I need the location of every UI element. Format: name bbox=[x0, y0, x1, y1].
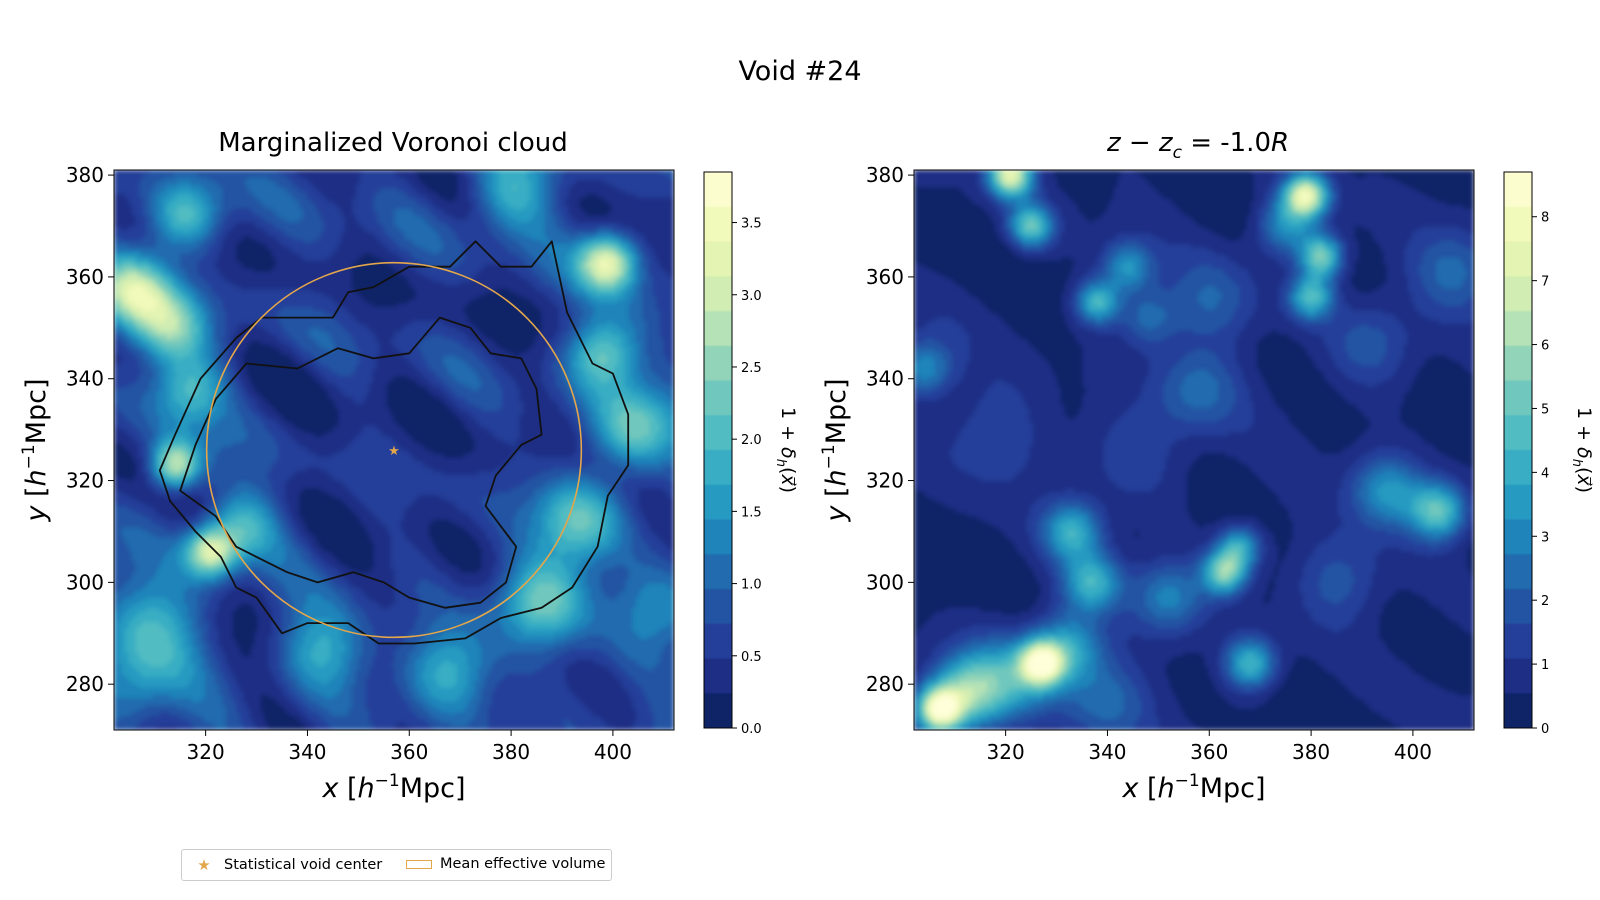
colorbar-tick-label: 2.0 bbox=[741, 433, 762, 448]
panel-title: z − zc = -1.0R bbox=[1106, 128, 1289, 163]
colorbar-tick-label: 0 bbox=[1541, 722, 1549, 737]
y-tick-label: 300 bbox=[66, 570, 104, 594]
colorbar-tick-label: 4 bbox=[1541, 466, 1549, 481]
colorbar-tick-label: 1.0 bbox=[741, 578, 762, 593]
y-axis-ticks: 280 300 320 340 360 380 bbox=[66, 163, 114, 696]
x-tick-label: 320 bbox=[187, 740, 225, 764]
colorbar-tick-label: 6 bbox=[1541, 339, 1549, 354]
y-axis-label: y [h−1Mpc] bbox=[819, 378, 852, 522]
rectangle-icon bbox=[406, 859, 432, 869]
colorbar-tick-label: 0.5 bbox=[741, 650, 762, 665]
x-tick-label: 360 bbox=[1190, 740, 1228, 764]
void-contour bbox=[158, 240, 630, 645]
colorbar-tick-label: 1 bbox=[1541, 658, 1549, 673]
y-tick-label: 320 bbox=[66, 469, 104, 493]
legend-label: Statistical void center bbox=[224, 857, 383, 873]
x-tick-label: 360 bbox=[390, 740, 428, 764]
star-icon: ★ bbox=[197, 856, 211, 874]
x-tick-label: 380 bbox=[492, 740, 530, 764]
y-tick-label: 280 bbox=[866, 672, 904, 696]
y-tick-label: 380 bbox=[866, 163, 904, 187]
density-heatmap bbox=[914, 170, 1474, 730]
legend: ★ Statistical void center Mean effective… bbox=[181, 849, 612, 881]
panel-title: Marginalized Voronoi cloud bbox=[218, 128, 568, 158]
y-tick-label: 320 bbox=[866, 469, 904, 493]
plot-frame bbox=[113, 169, 675, 731]
colorbar-tick-label: 0.0 bbox=[741, 722, 762, 737]
x-tick-label: 400 bbox=[1394, 740, 1432, 764]
figure-title: Void #24 bbox=[738, 56, 862, 87]
x-axis-label: x [h−1Mpc] bbox=[321, 771, 465, 804]
colorbar-frame bbox=[1503, 171, 1533, 729]
y-axis-ticks: 280 300 320 340 360 380 bbox=[866, 163, 914, 696]
y-tick-label: 360 bbox=[866, 265, 904, 289]
colorbar-tick-label: 3.0 bbox=[741, 289, 762, 304]
y-tick-label: 280 bbox=[66, 672, 104, 696]
y-tick-label: 340 bbox=[66, 367, 104, 391]
colorbar-tick-label: 3.5 bbox=[741, 217, 762, 232]
x-tick-label: 320 bbox=[987, 740, 1025, 764]
colorbar-tick-label: 2.5 bbox=[741, 361, 762, 376]
colorbar-tick-label: 3 bbox=[1541, 530, 1549, 545]
colorbar-tick-label: 1.5 bbox=[741, 505, 762, 520]
x-tick-label: 340 bbox=[288, 740, 326, 764]
colorbar-tick-label: 8 bbox=[1541, 211, 1549, 226]
colorbar-label: 1 + δh(x⃗) bbox=[773, 407, 799, 493]
y-tick-label: 300 bbox=[866, 570, 904, 594]
colorbar bbox=[1504, 172, 1532, 728]
colorbar-label: 1 + δh(x⃗) bbox=[1569, 407, 1595, 493]
x-axis-ticks: 320 340 360 380 400 bbox=[987, 730, 1432, 764]
void-contour bbox=[179, 316, 543, 609]
x-tick-label: 380 bbox=[1292, 740, 1330, 764]
y-tick-label: 380 bbox=[66, 163, 104, 187]
void-contours bbox=[158, 240, 630, 645]
y-tick-label: 340 bbox=[866, 367, 904, 391]
colorbar-frame bbox=[703, 171, 733, 729]
y-axis-label: y [h−1Mpc] bbox=[19, 378, 52, 522]
legend-item-void-center: ★ Statistical void center bbox=[192, 856, 382, 874]
colorbar-tick-label: 7 bbox=[1541, 275, 1549, 290]
colorbar-ticks: 0.0 0.5 1.0 1.5 2.0 2.5 3.0 3.5 bbox=[732, 217, 762, 737]
panel-voronoi-cloud: Marginalized Voronoi cloud ★ 320 340 360 38… bbox=[19, 128, 799, 804]
x-axis-ticks: 320 340 360 380 400 bbox=[187, 730, 632, 764]
colorbar-tick-label: 5 bbox=[1541, 402, 1549, 417]
mean-effective-volume-circle bbox=[205, 261, 583, 639]
plot-frame bbox=[913, 169, 1475, 731]
y-tick-label: 360 bbox=[66, 265, 104, 289]
colorbar-ticks: 0 1 2 3 4 5 6 7 8 bbox=[1532, 211, 1549, 737]
x-tick-label: 340 bbox=[1088, 740, 1126, 764]
x-axis-label: x [h−1Mpc] bbox=[1121, 771, 1265, 804]
panel-slice: z − zc = -1.0R 320 340 360 380 400 280300320… bbox=[819, 128, 1595, 804]
legend-label: Mean effective volume bbox=[440, 856, 606, 872]
void-center-star: ★ bbox=[388, 444, 400, 459]
x-tick-label: 400 bbox=[594, 740, 632, 764]
colorbar-tick-label: 2 bbox=[1541, 594, 1549, 609]
colorbar bbox=[704, 172, 732, 728]
legend-item-mean-volume: Mean effective volume bbox=[406, 856, 605, 872]
